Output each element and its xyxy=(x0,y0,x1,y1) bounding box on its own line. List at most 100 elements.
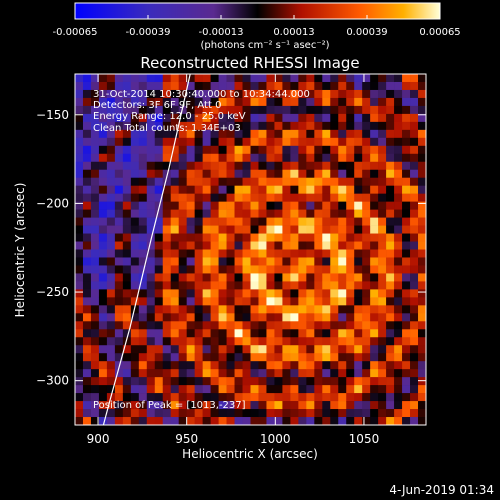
heatmap-cell xyxy=(338,74,347,83)
heatmap-cell xyxy=(75,353,84,362)
heatmap-cell xyxy=(82,369,92,378)
heatmap-cell xyxy=(178,137,187,147)
heatmap-cell xyxy=(298,257,307,266)
heatmap-cell xyxy=(314,177,323,186)
heatmap-cell xyxy=(346,313,355,322)
heatmap-cell xyxy=(210,161,219,171)
heatmap-cell xyxy=(75,105,84,115)
heatmap-cell xyxy=(330,313,339,322)
heatmap-cell xyxy=(226,233,235,242)
heatmap-cell xyxy=(394,185,403,194)
heatmap-cell xyxy=(298,369,307,378)
heatmap-cell xyxy=(274,313,283,322)
heatmap-cell xyxy=(418,177,426,186)
heatmap-cell xyxy=(314,233,323,242)
heatmap-cell xyxy=(418,161,426,171)
heatmap-cell xyxy=(274,129,283,139)
heatmap-cell xyxy=(298,105,307,115)
heatmap-cell xyxy=(170,377,180,386)
heatmap-cell xyxy=(170,305,180,314)
heatmap-cell xyxy=(106,209,116,218)
heatmap-cell xyxy=(274,89,283,99)
heatmap-cell xyxy=(186,217,195,226)
heatmap-cell xyxy=(82,265,92,274)
heatmap-cell xyxy=(90,409,100,418)
heatmap-cell xyxy=(162,345,172,354)
heatmap-cell xyxy=(226,137,235,147)
heatmap-cell xyxy=(106,249,116,258)
heatmap-cell xyxy=(202,81,211,91)
heatmap-cell xyxy=(170,257,180,266)
heatmap-cell xyxy=(338,345,347,354)
heatmap-cell xyxy=(170,225,180,234)
heatmap-cell xyxy=(418,313,426,322)
heatmap-cell xyxy=(178,257,187,266)
heatmap-cell xyxy=(250,329,259,338)
heatmap-cell xyxy=(82,385,92,394)
colorbar-tick-label: 0.00013 xyxy=(273,27,314,38)
heatmap-cell xyxy=(394,409,403,418)
heatmap-cell xyxy=(154,241,164,250)
heatmap-cell xyxy=(162,417,172,425)
heatmap-cell xyxy=(330,89,339,99)
heatmap-cell xyxy=(218,409,227,418)
heatmap-cell xyxy=(98,273,108,282)
heatmap-cell xyxy=(218,329,227,338)
heatmap-cell xyxy=(386,129,395,139)
heatmap-cell xyxy=(90,74,100,83)
heatmap-cell xyxy=(218,153,227,163)
heatmap-cell xyxy=(266,137,275,147)
heatmap-cell xyxy=(258,145,267,155)
heatmap-cell xyxy=(346,321,355,330)
y-tick-label: −300 xyxy=(36,374,69,388)
heatmap-cell xyxy=(370,241,379,250)
heatmap-cell xyxy=(146,145,156,155)
heatmap-cell xyxy=(218,393,227,402)
heatmap-cell xyxy=(202,289,211,298)
heatmap-cell xyxy=(194,401,203,410)
heatmap-cell xyxy=(234,273,243,282)
heatmap-cell xyxy=(250,281,259,290)
heatmap-cell xyxy=(378,265,387,274)
heatmap-cell xyxy=(362,281,371,290)
heatmap-cell xyxy=(306,273,315,282)
heatmap-cell xyxy=(154,105,164,115)
heatmap-cell xyxy=(210,265,219,274)
heatmap-cell xyxy=(258,225,267,234)
heatmap-cell xyxy=(122,81,132,91)
heatmap-cell xyxy=(234,193,243,202)
heatmap-cell xyxy=(282,297,291,306)
heatmap-cell xyxy=(234,409,243,418)
heatmap-cell xyxy=(242,81,251,91)
heatmap-cell xyxy=(266,345,275,354)
heatmap-cell xyxy=(130,305,140,314)
heatmap-cell xyxy=(106,193,116,202)
heatmap-cell xyxy=(274,393,283,402)
heatmap-cell xyxy=(282,105,291,115)
heatmap-cell xyxy=(242,273,251,282)
heatmap-cell xyxy=(402,74,411,83)
heatmap-cell xyxy=(210,153,219,163)
heatmap-cell xyxy=(346,393,355,402)
heatmap-cell xyxy=(82,281,92,290)
heatmap-cell xyxy=(418,225,426,234)
heatmap-cell xyxy=(194,217,203,226)
heatmap-cell xyxy=(250,129,259,139)
heatmap-cell xyxy=(82,201,92,210)
heatmap-cell xyxy=(138,281,148,290)
heatmap-cell xyxy=(170,329,180,338)
heatmap-cell xyxy=(138,385,148,394)
heatmap-cell xyxy=(226,345,235,354)
heatmap-cell xyxy=(114,369,124,378)
heatmap-cell xyxy=(314,281,323,290)
heatmap-cell xyxy=(82,145,92,155)
heatmap-cell xyxy=(298,417,307,425)
heatmap-cell xyxy=(258,385,267,394)
heatmap-cell xyxy=(154,329,164,338)
heatmap-cell xyxy=(210,409,219,418)
heatmap-cell xyxy=(130,177,140,186)
heatmap-cell xyxy=(282,225,291,234)
heatmap-cell xyxy=(258,217,267,226)
heatmap-cell xyxy=(378,281,387,290)
heatmap-cell xyxy=(338,105,347,115)
